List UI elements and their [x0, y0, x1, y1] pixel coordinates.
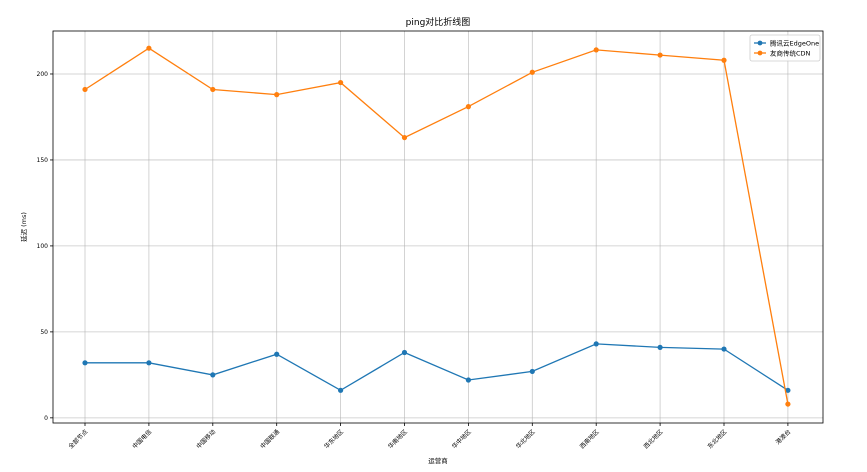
chart-title: ping对比折线图 — [406, 16, 471, 28]
data-point — [274, 351, 280, 357]
data-point — [529, 368, 535, 375]
data-point — [210, 372, 216, 378]
y-tick-label: 50 — [40, 329, 48, 336]
data-point — [146, 45, 152, 51]
data-point — [338, 79, 344, 86]
data-point — [721, 346, 727, 352]
series-1 — [82, 341, 791, 393]
data-point — [657, 344, 663, 350]
data-point — [465, 377, 471, 383]
data-point — [82, 360, 88, 366]
data-point — [721, 57, 727, 63]
legend-item: 友商传统CDN — [754, 48, 811, 57]
y-tick-label: 150 — [37, 157, 49, 164]
series-layer — [82, 45, 791, 407]
plot-frame — [52, 30, 824, 424]
x-axis-label: 运营商 — [428, 456, 448, 465]
data-point — [593, 47, 599, 53]
data-point — [274, 92, 280, 98]
data-point — [593, 341, 599, 347]
legend-marker — [757, 50, 763, 56]
legend-item: 腾讯云EdgeOne — [754, 38, 819, 47]
data-point — [210, 86, 216, 93]
series-2 — [82, 45, 791, 407]
legend-label: 友商传统CDN — [770, 48, 811, 57]
data-point — [146, 360, 152, 366]
data-point — [338, 387, 344, 393]
y-tick-label: 0 — [44, 415, 48, 422]
data-point — [657, 52, 663, 58]
data-point — [82, 86, 88, 93]
y-tick-label: 100 — [37, 243, 49, 250]
data-point — [401, 349, 408, 356]
data-point — [465, 104, 471, 110]
series-line — [84, 47, 789, 405]
data-point — [785, 387, 791, 393]
data-point — [529, 69, 535, 75]
data-point — [785, 401, 791, 407]
grid-layer — [53, 31, 823, 423]
data-point — [401, 134, 408, 141]
legend-marker — [757, 40, 763, 46]
series-line — [85, 343, 789, 392]
y-tick-label: 200 — [37, 71, 49, 78]
legend-box — [749, 34, 821, 62]
y-axis-label: 延迟 (ms) — [19, 212, 28, 242]
legend-label: 腾讯云EdgeOne — [770, 38, 819, 47]
